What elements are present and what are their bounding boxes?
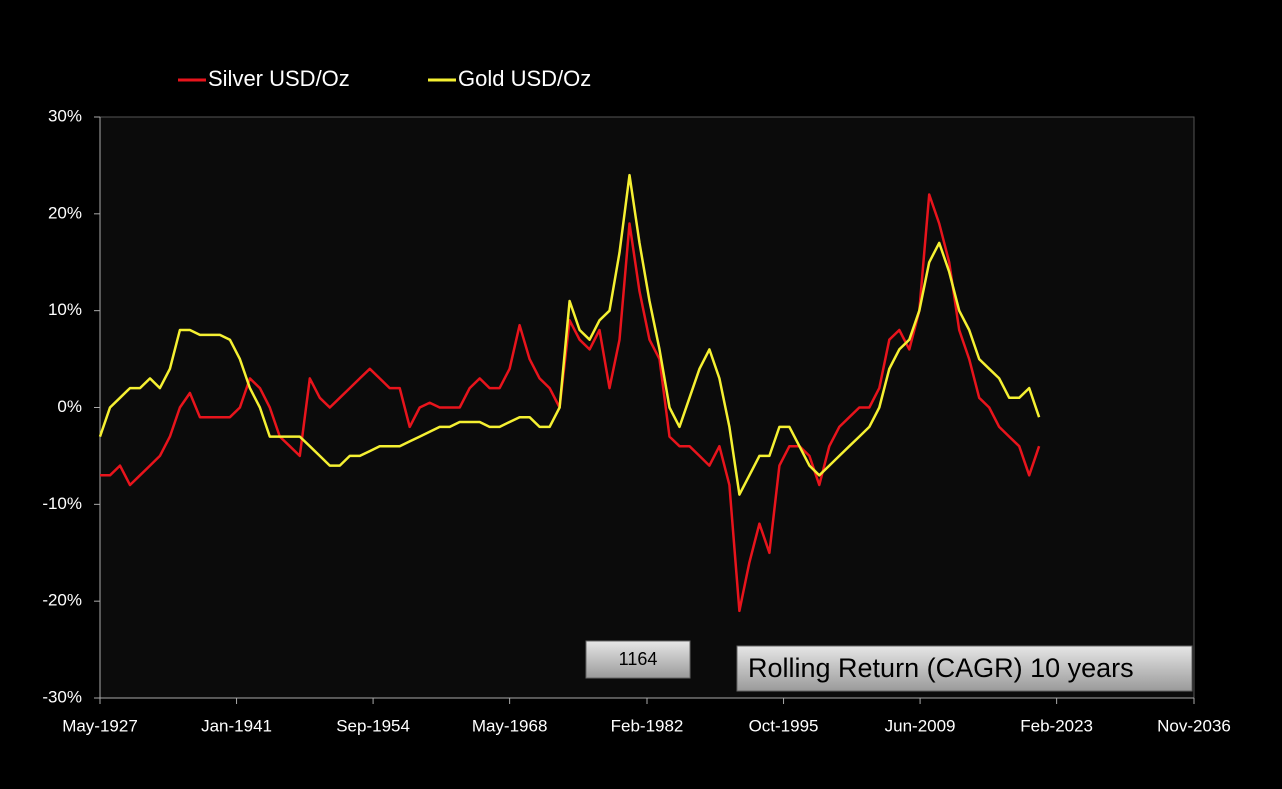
legend-label: Gold USD/Oz [458, 66, 591, 91]
plot-area [99, 116, 1195, 699]
legend-label: Silver USD/Oz [208, 66, 350, 91]
x-tick-label: Feb-2023 [1020, 716, 1093, 735]
y-tick-label: 10% [48, 300, 82, 319]
series-line [100, 193, 1041, 613]
y-tick-label: 0% [57, 397, 82, 416]
axes: -30% -20% -10% 0% 10% 20% 30% May-1927 Jan-1941 S… [42, 106, 1231, 735]
x-tick-label: May-1968 [472, 716, 548, 735]
legend: Silver USD/Oz Gold USD/Oz [178, 66, 591, 91]
x-tick-label: Sep-1954 [336, 716, 410, 735]
annotation-box [585, 640, 691, 679]
y-tick-label: 30% [48, 106, 82, 125]
annotation-box [736, 645, 1193, 692]
y-tick-label: -20% [42, 591, 82, 610]
y-tick-label: -30% [42, 687, 82, 706]
x-tick-label: Feb-1982 [611, 716, 684, 735]
x-tick-label: May-1927 [62, 716, 138, 735]
x-tick-label: Oct-1995 [749, 716, 819, 735]
x-tick-label: Nov-2036 [1157, 716, 1231, 735]
y-tick-label: 20% [48, 203, 82, 222]
y-tick-label: -10% [42, 494, 82, 513]
x-tick-label: Jan-1941 [201, 716, 272, 735]
series-line [98, 173, 1041, 496]
lines [98, 173, 1041, 613]
annotation: 1164 [619, 649, 658, 669]
annotation: Rolling Return (CAGR) 10 years [748, 653, 1134, 683]
x-tick-label: Jun-2009 [885, 716, 956, 735]
